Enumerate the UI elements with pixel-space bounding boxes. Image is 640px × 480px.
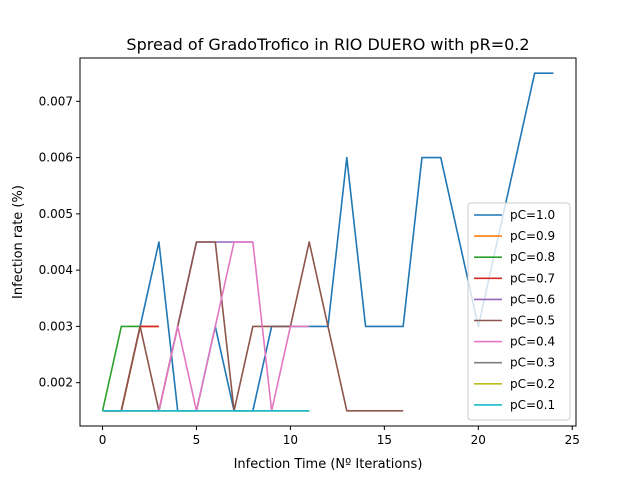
legend-label: pC=0.5 [510, 314, 555, 328]
y-axis: 0.002 0.003 0.004 0.005 0.006 0.007 [39, 94, 80, 390]
axes-frame [79, 57, 577, 427]
x-axis-label: Infection Time (Nº Iterations) [234, 457, 423, 472]
y-tick-label: 0.004 [39, 263, 73, 277]
x-tick-label: 10 [283, 433, 298, 447]
series-line-pc-0-8 [101, 325, 141, 411]
y-tick-label: 0.007 [39, 94, 73, 108]
series-line-pc-0-5 [102, 241, 404, 412]
legend-label: pC=0.9 [510, 229, 555, 243]
legend-label: pC=0.8 [510, 250, 555, 264]
y-tick-label: 0.006 [39, 151, 73, 165]
legend-label: pC=0.2 [510, 377, 555, 391]
x-tick-label: 25 [565, 433, 580, 447]
x-tick-label: 15 [377, 433, 392, 447]
y-tick-label: 0.003 [39, 319, 73, 333]
legend-label: pC=0.3 [510, 356, 555, 370]
legend: pC=1.0 pC=0.9 pC=0.8 pC=0.7 pC=0.6 pC=0.5 pC=0… [467, 202, 571, 421]
legend-label: pC=0.6 [510, 292, 555, 306]
legend-label: pC=0.1 [510, 398, 555, 412]
legend-label: pC=1.0 [510, 208, 555, 222]
x-tick-label: 5 [193, 433, 201, 447]
legend-label: pC=0.7 [510, 271, 555, 285]
y-tick-label: 0.002 [39, 376, 73, 390]
chart-title: Spread of GradoTrofico in RIO DUERO with… [126, 35, 529, 54]
x-axis: 0 5 10 15 20 25 [99, 426, 580, 447]
y-axis-label: Infection rate (%) [11, 185, 26, 299]
x-tick-label: 20 [471, 433, 486, 447]
y-tick-label: 0.005 [39, 207, 73, 221]
legend-label: pC=0.4 [510, 335, 555, 349]
x-tick-label: 0 [99, 433, 107, 447]
